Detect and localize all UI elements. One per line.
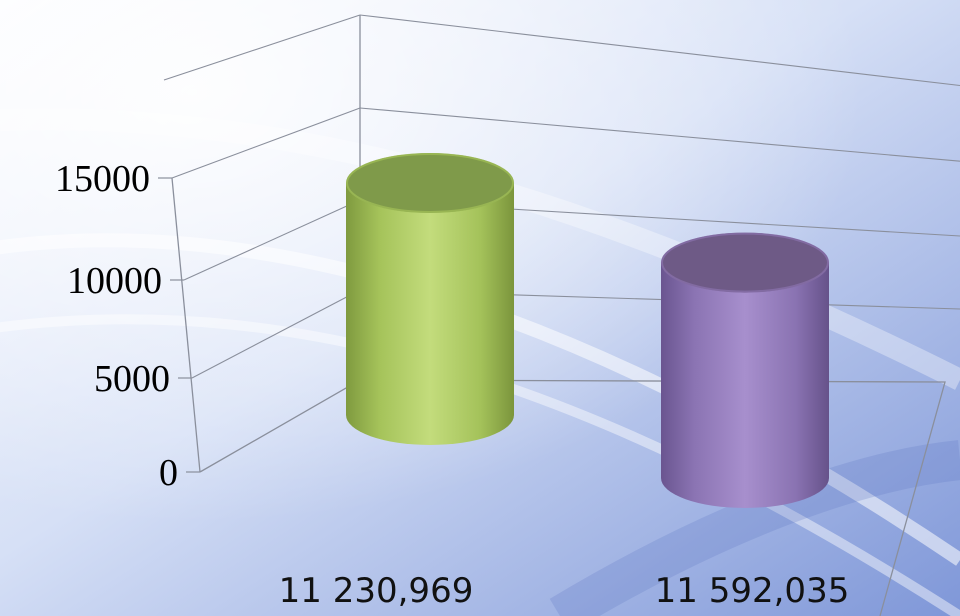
y-axis: 0 5000 10000 15000 bbox=[55, 158, 201, 494]
y-tick-label: 0 bbox=[159, 452, 178, 494]
side-gridline bbox=[163, 14, 361, 81]
floor-outline bbox=[199, 379, 946, 616]
back-gridline bbox=[359, 107, 960, 162]
category-label: 11 592,035 bbox=[655, 571, 850, 611]
y-tick-label: 5000 bbox=[94, 358, 170, 400]
y-axis-line bbox=[171, 177, 201, 473]
bar-top-rim bbox=[346, 153, 514, 213]
bar-1 bbox=[346, 153, 514, 445]
x-axis-labels: 11 230,969 11 592,035 bbox=[279, 571, 850, 611]
bar-top bbox=[346, 153, 514, 213]
y-tick-label: 10000 bbox=[67, 260, 162, 302]
bar-top bbox=[661, 232, 829, 293]
side-gridline bbox=[171, 107, 361, 179]
bar-top-rim bbox=[661, 232, 829, 293]
bar-2 bbox=[661, 232, 829, 508]
back-gridline bbox=[359, 14, 960, 87]
category-label: 11 230,969 bbox=[279, 571, 474, 611]
bar-body bbox=[661, 262, 829, 508]
y-tick-label: 15000 bbox=[55, 158, 150, 200]
plot-area bbox=[346, 153, 829, 508]
side-gridline bbox=[191, 289, 361, 379]
bar-body bbox=[346, 183, 514, 445]
side-gridline bbox=[183, 199, 361, 281]
